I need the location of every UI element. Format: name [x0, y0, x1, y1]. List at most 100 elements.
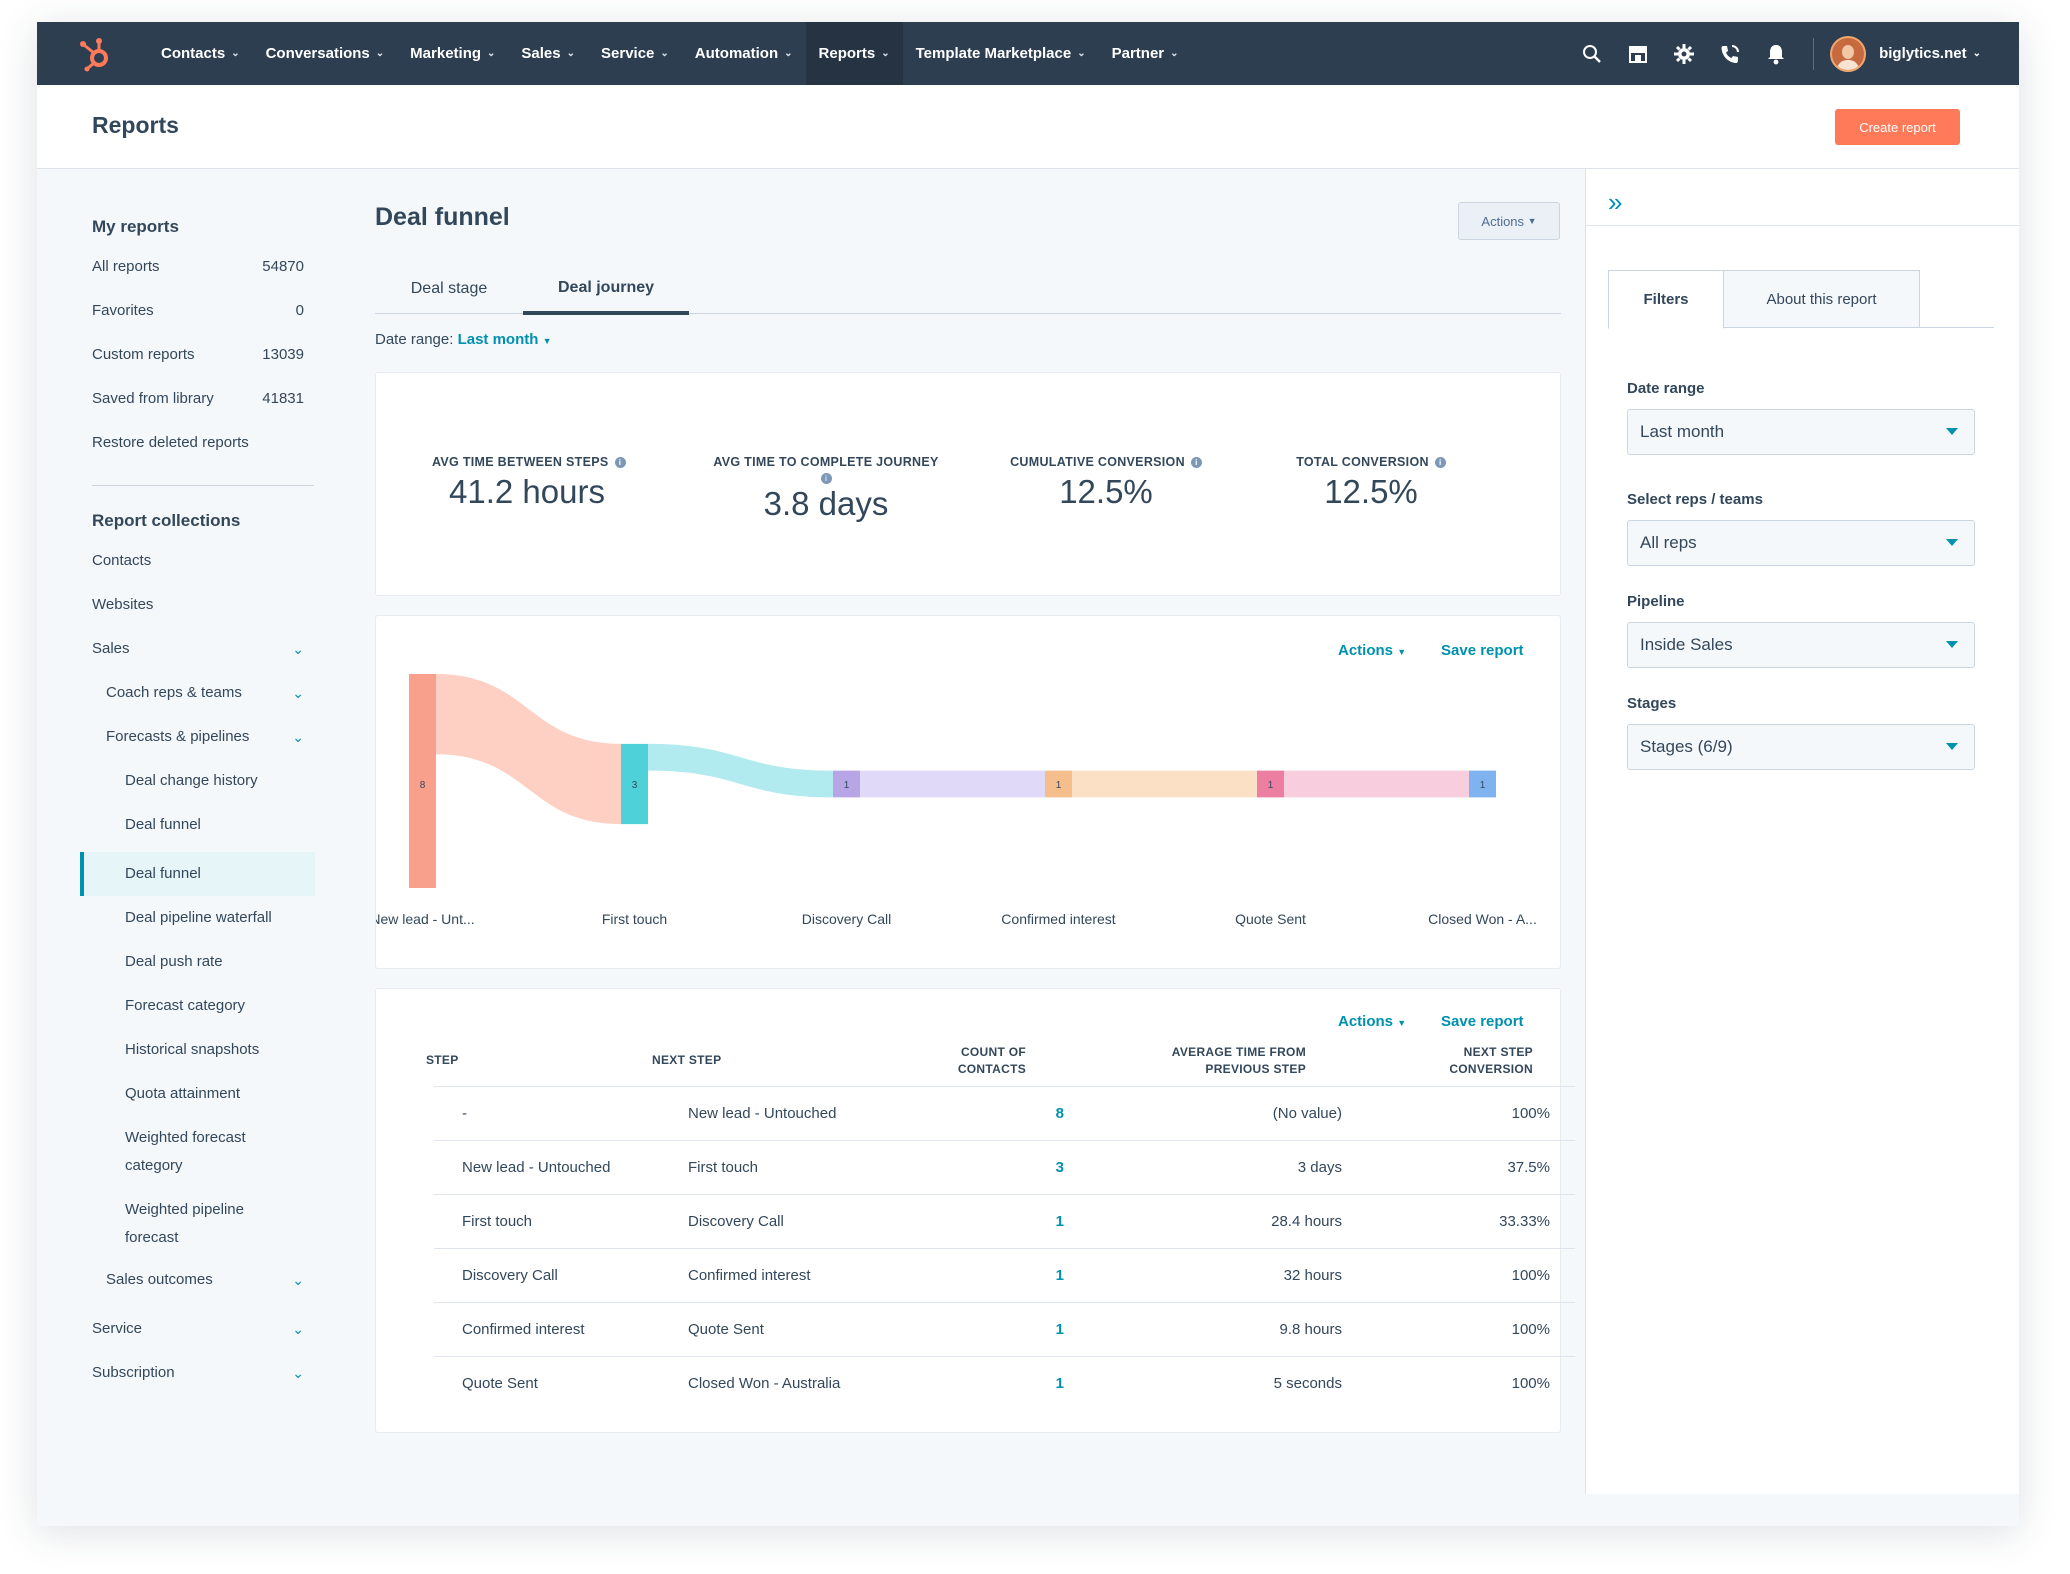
sankey-node[interactable] [1469, 770, 1496, 798]
sidebar-item-contacts[interactable]: Contacts [92, 547, 304, 575]
sankey-node[interactable] [1257, 770, 1284, 798]
calling-icon[interactable] [1717, 41, 1743, 67]
hubspot-logo-icon[interactable] [75, 34, 115, 74]
sankey-flow[interactable] [860, 770, 1045, 798]
create-report-button[interactable]: Create report [1835, 109, 1960, 145]
cell-conversion: 100% [1511, 1321, 1550, 1338]
column-header-count[interactable]: COUNT OF CONTACTS [957, 1045, 1026, 1076]
column-header-avg-time[interactable]: AVERAGE TIME FROM PREVIOUS STEP [1171, 1045, 1306, 1076]
sidebar-item-subscription[interactable]: Subscription ⌄ [92, 1359, 304, 1387]
sidebar-item-weighted-forecast-category[interactable]: Weighted forecast category [125, 1124, 285, 1180]
collapse-panel-icon[interactable]: » [1608, 187, 1623, 217]
pipeline-select[interactable]: Inside Sales [1627, 622, 1975, 668]
column-header-step[interactable]: STEP [426, 1053, 459, 1067]
stages-select[interactable]: Stages (6/9) [1627, 724, 1975, 770]
sankey-node[interactable] [833, 770, 860, 798]
sankey-flow[interactable] [1284, 770, 1469, 798]
sidebar-item-deal-pipeline-waterfall[interactable]: Deal pipeline waterfall [125, 904, 315, 932]
nav-reports[interactable]: Reports ⌄ [805, 22, 903, 85]
date-range-filter: Date range: Last month ▼ [375, 331, 552, 348]
cell-count-link[interactable]: 8 [1055, 1105, 1064, 1122]
tab-filters[interactable]: Filters [1608, 270, 1724, 329]
sidebar-item-deal-push-rate[interactable]: Deal push rate [125, 948, 305, 976]
actions-dropdown-button[interactable]: Actions ▼ [1458, 202, 1560, 240]
sidebar-item-historical-snapshots[interactable]: Historical snapshots [125, 1036, 305, 1064]
nav-sales[interactable]: Sales ⌄ [508, 22, 588, 85]
sidebar-item-saved-from-library[interactable]: Saved from library 41831 [92, 385, 304, 413]
info-icon[interactable]: i [1434, 457, 1446, 468]
cell-next-step: Quote Sent [688, 1321, 764, 1338]
sankey-flow[interactable] [436, 674, 621, 825]
column-header-next-step[interactable]: NEXT STEP [652, 1053, 722, 1067]
info-icon[interactable]: i [1190, 457, 1202, 468]
sankey-flow[interactable] [648, 743, 833, 798]
sidebar-item-websites[interactable]: Websites [92, 591, 304, 619]
sidebar-item-coach-reps[interactable]: Coach reps & teams ⌄ [106, 679, 304, 707]
tab-deal-stage[interactable]: Deal stage [410, 280, 488, 297]
cell-count-link[interactable]: 1 [1055, 1375, 1064, 1392]
nav-conversations[interactable]: Conversations ⌄ [253, 22, 398, 85]
my-reports-heading: My reports [92, 217, 179, 236]
chevron-down-icon: ⌄ [292, 1272, 304, 1288]
cell-count-link[interactable]: 1 [1055, 1267, 1064, 1284]
sidebar-item-sales[interactable]: Sales ⌄ [92, 635, 304, 663]
cell-count-link[interactable]: 3 [1055, 1159, 1064, 1176]
sidebar-item-restore-deleted[interactable]: Restore deleted reports [92, 429, 304, 457]
notifications-icon[interactable] [1763, 41, 1789, 67]
nav-contacts[interactable]: Contacts ⌄ [148, 22, 253, 85]
date-range-value: Last month [457, 331, 539, 348]
sidebar-item-weighted-pipeline-forecast[interactable]: Weighted pipeline forecast [125, 1196, 285, 1252]
sidebar-item-service[interactable]: Service ⌄ [92, 1315, 304, 1343]
chart-actions-dropdown[interactable]: Actions ▼ [1338, 642, 1406, 659]
sidebar-item-label: Deal change history [125, 772, 258, 789]
sidebar-item-label: Deal push rate [125, 953, 223, 970]
column-header-conversion[interactable]: NEXT STEP CONVERSION [1449, 1045, 1533, 1076]
sankey-node[interactable] [1045, 770, 1072, 798]
cell-count-link[interactable]: 1 [1055, 1213, 1064, 1230]
table-actions-dropdown[interactable]: Actions ▼ [1338, 1013, 1406, 1030]
date-range-dropdown[interactable]: Last month ▼ [458, 331, 552, 348]
sidebar-item-deal-funnel-active[interactable]: Deal funnel [125, 860, 305, 888]
sidebar-item-forecast-category[interactable]: Forecast category [125, 992, 305, 1020]
date-range-select[interactable]: Last month [1627, 409, 1975, 455]
nav-service[interactable]: Service ⌄ [588, 22, 682, 85]
reps-teams-select[interactable]: All reps [1627, 520, 1975, 566]
cell-avg-time: 32 hours [1283, 1267, 1342, 1284]
cell-step: Discovery Call [462, 1267, 558, 1284]
sidebar-item-custom-reports[interactable]: Custom reports 13039 [92, 341, 304, 369]
sidebar-item-forecasts-pipelines[interactable]: Forecasts & pipelines ⌄ [106, 723, 304, 751]
sidebar-item-favorites[interactable]: Favorites 0 [92, 297, 304, 325]
sidebar-item-deal-funnel[interactable]: Deal funnel [125, 811, 305, 839]
search-icon[interactable] [1579, 41, 1605, 67]
tab-about-this-report[interactable]: About this report [1723, 270, 1920, 328]
info-icon[interactable]: i [614, 457, 626, 468]
info-icon[interactable]: i [820, 473, 832, 484]
nav-automation[interactable]: Automation ⌄ [682, 22, 806, 85]
tab-deal-journey[interactable]: Deal journey [523, 264, 689, 315]
marketplace-icon[interactable] [1625, 41, 1651, 67]
sidebar-item-quota-attainment[interactable]: Quota attainment [125, 1080, 305, 1108]
sankey-node-value: 1 [844, 780, 850, 791]
sidebar-item-all-reports[interactable]: All reports 54870 [92, 253, 304, 281]
sidebar-item-sales-outcomes[interactable]: Sales outcomes ⌄ [106, 1266, 304, 1294]
sidebar-item-deal-change-history[interactable]: Deal change history [125, 767, 305, 795]
nav-partner[interactable]: Partner ⌄ [1099, 22, 1192, 85]
nav-marketing[interactable]: Marketing ⌄ [397, 22, 508, 85]
table-save-report-link[interactable]: Save report [1441, 1013, 1524, 1030]
avatar[interactable] [1830, 35, 1867, 72]
sankey-node[interactable] [621, 743, 648, 825]
table-row: - New lead - Untouched 8 (No value) 100% [434, 1086, 1575, 1140]
cell-count-link[interactable]: 1 [1055, 1321, 1064, 1338]
caret-down-icon [1946, 743, 1958, 750]
gear-icon[interactable] [1671, 41, 1697, 67]
nav-label: Marketing [410, 45, 482, 62]
nav-template-marketplace[interactable]: Template Marketplace ⌄ [903, 22, 1099, 85]
sankey-node[interactable] [409, 674, 436, 888]
sankey-flow[interactable] [1072, 770, 1257, 798]
sidebar-item-label: Saved from library [92, 390, 214, 407]
account-menu[interactable]: biglytics.net ⌄ [1879, 45, 1981, 62]
select-value: All reps [1640, 533, 1697, 552]
chevron-down-icon: ⌄ [292, 729, 304, 745]
caret-down-icon: ▼ [1527, 216, 1537, 226]
chart-save-report-link[interactable]: Save report [1441, 642, 1524, 659]
